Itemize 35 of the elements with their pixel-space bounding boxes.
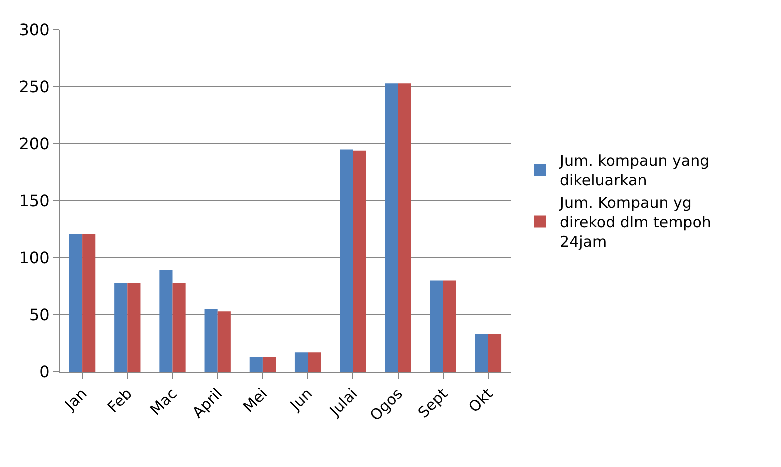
y-tick-label: 0 <box>40 362 50 382</box>
bar <box>114 283 128 372</box>
y-tick-label: 250 <box>19 78 50 97</box>
y-tick-label: 300 <box>19 20 50 40</box>
bar <box>69 234 83 372</box>
bar <box>398 84 412 372</box>
bar <box>385 84 398 372</box>
bar <box>82 234 96 372</box>
bar <box>204 309 218 372</box>
bar <box>250 357 263 372</box>
legend-label: Jum. Kompaun yg direkod dlm tempoh 24jam <box>559 194 712 252</box>
bar <box>353 150 366 372</box>
y-tick-label: 200 <box>19 134 50 154</box>
bar <box>218 312 231 372</box>
x-tick-label: Okt <box>465 384 497 416</box>
bar <box>475 334 488 372</box>
x-tick-label: Mei <box>240 384 272 416</box>
bar <box>294 352 308 372</box>
bar <box>128 283 141 372</box>
x-tick-label: Feb <box>104 384 136 416</box>
x-tick-label: Jan <box>60 384 91 415</box>
y-tick-label: 100 <box>19 248 50 268</box>
x-tick-label: Mac <box>146 384 181 420</box>
bar <box>443 280 456 372</box>
bar <box>262 357 276 372</box>
x-tick-label: Jun <box>286 384 316 415</box>
y-tick-label: 150 <box>19 192 50 211</box>
bar <box>308 352 322 372</box>
bar <box>340 150 354 372</box>
legend-label: Jum. kompaun yang dikeluarkan <box>559 152 710 190</box>
bar <box>172 283 186 372</box>
bar <box>430 280 444 372</box>
bar <box>160 270 173 372</box>
bar <box>488 334 502 372</box>
y-tick-label: 50 <box>29 306 50 325</box>
